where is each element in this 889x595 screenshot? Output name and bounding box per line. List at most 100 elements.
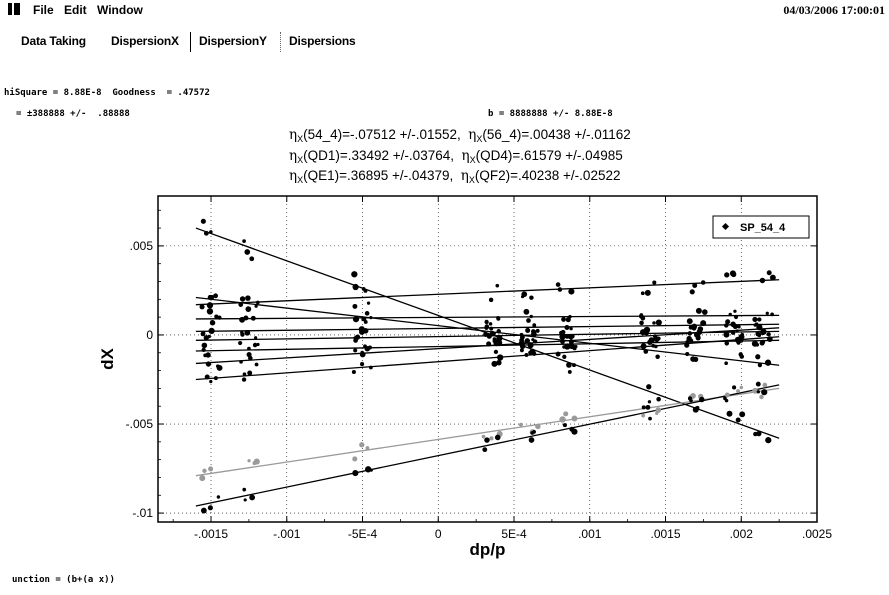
eta-subscript: X	[476, 134, 483, 144]
data-point	[496, 316, 501, 321]
data-point	[653, 336, 660, 343]
x-tick-label: .0015	[650, 527, 680, 541]
data-point	[572, 363, 576, 368]
eta-symbol: η	[289, 127, 298, 143]
data-point	[689, 338, 694, 343]
eta-value: =.40238 +/-.02522	[510, 168, 621, 183]
data-point	[759, 394, 764, 400]
data-point	[364, 311, 370, 316]
data-point	[766, 332, 771, 337]
data-point	[651, 343, 656, 348]
data-point	[656, 396, 661, 402]
data-point	[555, 351, 561, 357]
data-point	[739, 385, 744, 390]
data-point	[738, 338, 743, 343]
eta-subscript: X	[297, 134, 304, 144]
tab-data-taking[interactable]: Data Taking	[21, 34, 86, 48]
data-point	[252, 342, 258, 348]
eta-value: =.36895 +/-.04379,	[339, 168, 454, 183]
x-tick-label: .0025	[802, 527, 832, 541]
data-point	[728, 312, 732, 317]
data-point	[242, 372, 247, 377]
data-point	[639, 329, 647, 336]
data-point	[689, 289, 695, 295]
data-point	[216, 365, 223, 371]
data-point	[701, 309, 708, 315]
tab-dispersions[interactable]: Dispersions	[289, 34, 356, 48]
data-point	[569, 327, 573, 331]
data-point	[567, 369, 572, 374]
tab-separator	[280, 32, 282, 52]
data-point	[739, 411, 746, 418]
data-point	[201, 331, 206, 335]
data-point	[760, 329, 766, 336]
data-point	[693, 356, 699, 363]
data-point	[655, 407, 662, 413]
data-point	[200, 507, 207, 514]
data-point	[725, 319, 731, 325]
eta-symbol: η	[289, 168, 298, 184]
data-point	[213, 376, 218, 381]
data-point	[761, 389, 768, 396]
eta-subscript: X	[297, 175, 304, 185]
data-point	[199, 304, 205, 310]
chisquare-readout: hiSquare = 8.88E-8 Goodness = .47572	[4, 88, 210, 98]
data-point	[639, 320, 644, 326]
data-point	[697, 326, 704, 332]
tab-bar: Data Taking DispersionX DispersionY Disp…	[0, 30, 889, 54]
data-point	[645, 404, 651, 410]
data-point	[557, 287, 563, 292]
data-point	[529, 295, 534, 300]
fit-line	[195, 336, 780, 381]
data-point	[724, 398, 729, 403]
data-point	[492, 337, 497, 341]
data-point	[724, 323, 729, 328]
data-point	[643, 349, 649, 354]
data-point	[766, 336, 773, 342]
data-point	[655, 319, 662, 326]
data-point	[248, 355, 253, 361]
data-point	[488, 297, 494, 302]
data-point	[700, 320, 707, 327]
tab-dispersion-x[interactable]: DispersionX	[111, 34, 179, 48]
x-tick-label: .001	[578, 527, 602, 541]
data-point	[494, 434, 501, 441]
data-point	[239, 296, 246, 302]
data-point	[753, 323, 757, 327]
data-point	[518, 422, 523, 427]
data-point	[206, 308, 214, 315]
data-point	[238, 302, 244, 307]
data-point	[520, 295, 525, 299]
data-point	[482, 447, 488, 453]
data-point	[770, 312, 774, 317]
data-point	[535, 328, 540, 333]
data-point	[217, 315, 222, 320]
data-point	[200, 218, 206, 224]
data-point	[652, 280, 657, 285]
data-point	[647, 400, 652, 404]
data-point	[244, 249, 251, 255]
tab-dispersion-y[interactable]: DispersionY	[199, 34, 267, 48]
app-icon[interactable]	[8, 3, 20, 15]
data-point	[571, 415, 578, 422]
data-point	[484, 437, 490, 443]
data-point	[762, 382, 768, 388]
goodness-label: Goodness =	[112, 88, 178, 98]
data-point	[246, 351, 252, 358]
data-point	[525, 327, 531, 333]
menu-edit[interactable]: Edit	[64, 3, 87, 17]
data-point	[245, 295, 251, 301]
eta-element: QF2	[479, 168, 506, 183]
data-point	[648, 416, 652, 421]
data-point	[766, 270, 772, 276]
eta-value: =.61579 +/-.04985	[512, 147, 623, 163]
data-point	[739, 354, 745, 359]
menu-window[interactable]: Window	[97, 3, 143, 17]
data-point	[761, 339, 766, 344]
data-point	[240, 330, 244, 335]
eta-value: =.00438 +/-.01162	[521, 127, 631, 142]
menu-bar: File Edit Window 04/03/2006 17:00:01	[0, 0, 889, 20]
data-point	[352, 456, 358, 462]
data-point	[496, 359, 502, 366]
menu-file[interactable]: File	[33, 3, 54, 17]
